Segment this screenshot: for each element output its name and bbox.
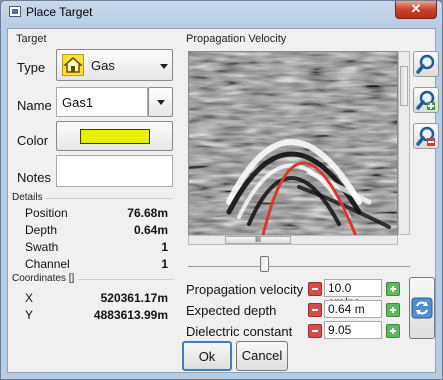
title-bar: Place Target ✕	[1, 1, 442, 23]
notes-input[interactable]	[56, 155, 173, 187]
channel-value: 1	[161, 257, 168, 271]
chevron-down-icon	[157, 100, 165, 105]
radargram-vertical-scrollbar[interactable]	[398, 51, 410, 235]
propagation-title: Propagation Velocity	[186, 33, 287, 45]
velocity-decrease-button[interactable]	[308, 282, 322, 296]
name-dropdown-button[interactable]	[148, 87, 173, 117]
details-title: Details	[12, 192, 43, 203]
dialog-body: Target Type Gas Name Gas1 Color Notes De…	[7, 28, 439, 373]
channel-key: Channel	[25, 257, 70, 271]
window-title: Place Target	[26, 5, 93, 19]
swath-key: Swath	[25, 240, 59, 254]
propagation-velocity-label: Propagation velocity	[186, 282, 304, 297]
expected-depth-label: Expected depth	[186, 303, 277, 318]
x-value: 520361.17m	[100, 291, 168, 305]
zoom-out-icon	[416, 126, 435, 146]
hyperbola-curve	[259, 161, 361, 244]
velocity-slider-track	[188, 266, 410, 267]
dielectric-constant-label: Dielectric constant	[186, 324, 293, 339]
depth-increase-button[interactable]	[386, 303, 400, 317]
zoom-button[interactable]	[413, 51, 439, 77]
dielectric-increase-button[interactable]	[386, 324, 400, 338]
coordinates-divider	[78, 279, 173, 280]
expected-depth-input[interactable]: 0.64 m	[324, 300, 382, 318]
house-icon	[62, 54, 84, 76]
ok-button[interactable]: Ok	[182, 341, 232, 371]
close-button[interactable]: ✕	[395, 1, 437, 19]
velocity-slider-handle[interactable]	[260, 256, 269, 272]
zoom-icon	[416, 54, 435, 74]
type-label: Type	[17, 60, 46, 75]
radargram-reflections	[226, 139, 391, 229]
y-value: 4883613.99m	[93, 308, 168, 322]
propagation-velocity-input[interactable]: 10.0 cm/ns	[324, 279, 382, 309]
color-button[interactable]	[56, 121, 173, 151]
radargram-horizontal-scrollbar[interactable]: III	[188, 235, 398, 245]
horizontal-scroll-thumb[interactable]: III	[225, 236, 291, 244]
details-divider	[46, 198, 173, 199]
depth-key: Depth	[25, 223, 58, 237]
vertical-scroll-thumb[interactable]	[400, 66, 408, 106]
target-group-title: Target	[16, 33, 47, 45]
y-key: Y	[25, 308, 34, 322]
position-value: 76.68m	[127, 206, 168, 220]
color-label: Color	[17, 133, 49, 148]
dielectric-decrease-button[interactable]	[308, 324, 322, 338]
notes-label: Notes	[17, 170, 51, 185]
velocity-increase-button[interactable]	[386, 282, 400, 296]
refresh-icon	[411, 297, 433, 319]
position-key: Position	[25, 206, 68, 220]
refresh-button[interactable]	[409, 277, 435, 339]
color-swatch	[80, 129, 150, 144]
coordinates-title: Coordinates []	[12, 273, 75, 284]
depth-decrease-button[interactable]	[308, 303, 322, 317]
zoom-in-button[interactable]	[413, 87, 439, 113]
type-combo[interactable]: Gas	[56, 49, 173, 81]
zoom-out-button[interactable]	[413, 123, 439, 149]
dielectric-constant-input[interactable]: 9.05	[324, 321, 382, 339]
x-key: X	[25, 291, 34, 305]
zoom-in-icon	[416, 90, 435, 110]
name-label: Name	[17, 98, 52, 113]
depth-value: 0.64m	[133, 223, 168, 237]
type-value: Gas	[91, 58, 115, 73]
cancel-button[interactable]: Cancel	[236, 341, 288, 371]
name-input[interactable]: Gas1	[56, 87, 148, 117]
app-icon	[9, 6, 21, 17]
radargram-view[interactable]	[188, 51, 398, 245]
swath-value: 1	[161, 240, 168, 254]
chevron-down-icon	[160, 64, 168, 69]
